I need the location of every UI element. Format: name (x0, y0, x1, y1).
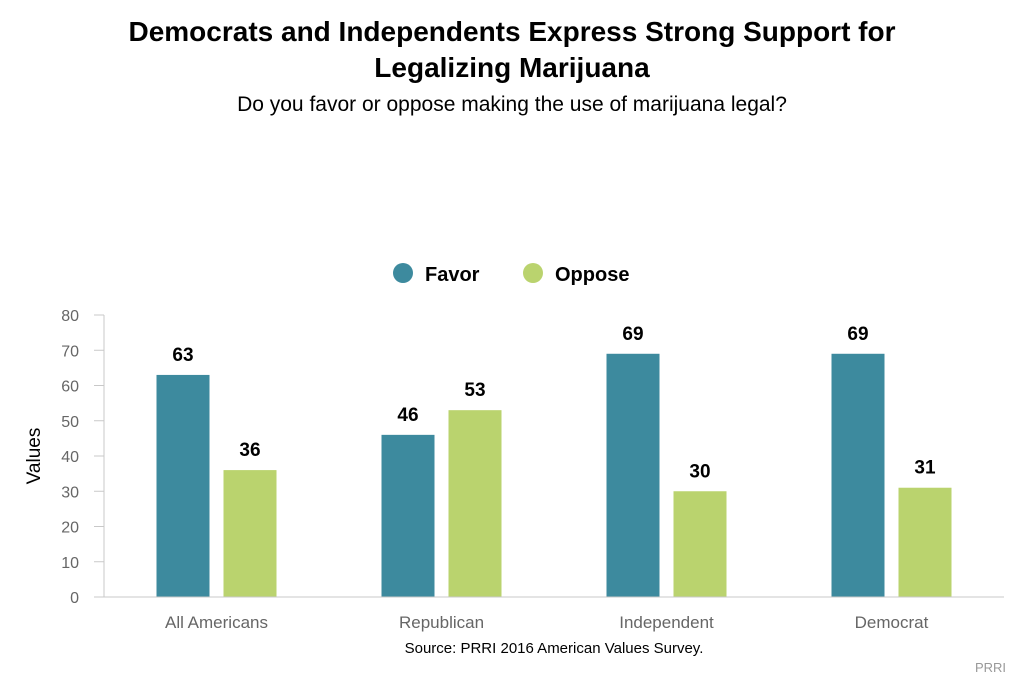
y-tick-label: 30 (61, 484, 79, 501)
source-note: Source: PRRI 2016 American Values Survey… (404, 640, 704, 657)
legend-marker-oppose (523, 263, 543, 283)
bars: 63 36 46 53 69 30 69 31 (156, 324, 952, 597)
y-tick-label: 0 (70, 590, 79, 607)
y-tick-label: 50 (61, 414, 79, 431)
bar-favor-independent (606, 353, 660, 597)
bar-oppose-democrat (898, 487, 952, 597)
y-tick-label: 20 (61, 520, 79, 537)
data-label: 69 (622, 324, 643, 345)
data-label: 53 (464, 380, 485, 401)
y-tick-label: 10 (61, 555, 79, 572)
y-tick-label: 80 (61, 308, 79, 325)
x-axis: All Americans Republican Independent Democr… (104, 596, 1004, 632)
x-tick-label: Democrat (855, 613, 929, 632)
data-label: 30 (689, 461, 710, 482)
legend-label-oppose: Oppose (555, 264, 629, 286)
y-axis: 0 10 20 30 40 50 60 70 80 Values (24, 308, 105, 607)
bar-favor-all-americans (156, 374, 210, 597)
chart-title-line-1: Democrats and Independents Express Stron… (128, 16, 896, 47)
y-axis-title: Values (24, 428, 45, 485)
data-label: 36 (239, 440, 260, 461)
y-tick-label: 70 (61, 343, 79, 360)
legend-label-favor: Favor (425, 264, 480, 286)
chart-title: Democrats and Independents Express Stron… (0, 14, 1024, 86)
y-tick-label: 60 (61, 379, 79, 396)
bar-favor-democrat (831, 353, 885, 597)
legend-marker-favor (393, 263, 413, 283)
data-label: 46 (397, 405, 418, 426)
bar-oppose-independent (673, 491, 727, 597)
data-label: 63 (172, 345, 193, 366)
data-label: 69 (847, 324, 868, 345)
chart-title-line-2: Legalizing Marijuana (374, 52, 650, 83)
data-label: 31 (914, 458, 936, 479)
bar-oppose-all-americans (223, 470, 277, 597)
credit-label: PRRI (974, 660, 1006, 675)
x-tick-label: All Americans (165, 613, 268, 632)
x-tick-label: Republican (399, 613, 484, 632)
bar-oppose-republican (448, 410, 502, 597)
y-tick-label: 40 (61, 449, 79, 466)
bar-favor-republican (381, 434, 435, 597)
chart-subtitle: Do you favor or oppose making the use of… (237, 93, 787, 116)
legend: Favor Oppose (393, 263, 629, 286)
x-tick-label: Independent (619, 613, 714, 632)
